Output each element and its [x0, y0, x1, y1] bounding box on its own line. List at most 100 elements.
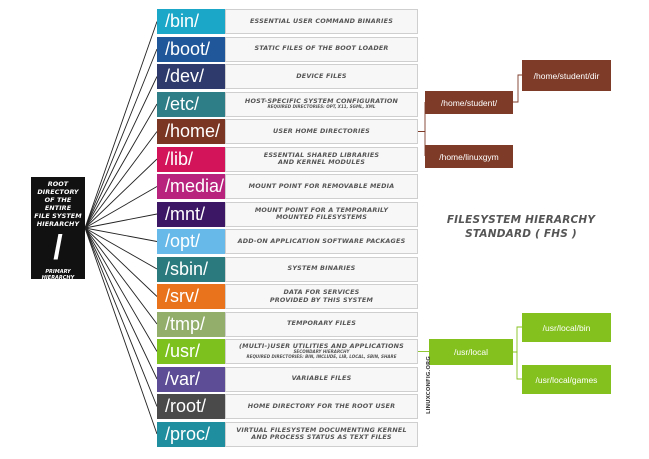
root-connector-line	[84, 21, 158, 229]
home-student-dir-box[interactable]: /home/student/dir	[522, 60, 611, 91]
description-text: DATA FOR SERVICES PROVIDED BY THIS SYSTE…	[269, 288, 374, 304]
description-text: HOST-SPECIFIC SYSTEM CONFIGURATION	[244, 96, 399, 105]
directory-row[interactable]: /lib/ESSENTIAL SHARED LIBRARIES AND KERN…	[157, 146, 418, 172]
directory-name[interactable]: /root/	[157, 394, 225, 419]
directory-row[interactable]: /mnt/MOUNT POINT FOR A TEMPORARILY MOUNT…	[157, 201, 418, 227]
description-subtext: SECONDARY HIERARCHY REQUIRED DIRECTORIES…	[246, 349, 397, 360]
watermark: LINUXCONFIG.ORG	[426, 356, 432, 414]
description-text: MOUNT POINT FOR REMOVABLE MEDIA	[248, 181, 395, 190]
directory-name[interactable]: /proc/	[157, 421, 225, 447]
directory-name[interactable]: /usr/	[157, 339, 225, 364]
directory-row[interactable]: /dev/DEVICE FILES	[157, 64, 418, 89]
description-text: HOME DIRECTORY FOR THE ROOT USER	[247, 401, 396, 410]
root-connector-line	[84, 76, 158, 229]
directory-description: ESSENTIAL SHARED LIBRARIES AND KERNEL MO…	[225, 146, 418, 172]
home-linuxgym-box[interactable]: /home/linuxgym	[425, 145, 513, 168]
description-subtext: REQUIRED DIRECTORIES: OPT, X11, SGML, XM…	[267, 104, 376, 110]
root-connector-line	[84, 227, 158, 380]
directory-name[interactable]: /lib/	[157, 146, 225, 172]
home-student-branch-line	[513, 74, 522, 103]
directory-description: VIRTUAL FILESYSTEM DOCUMENTING KERNEL AN…	[225, 421, 418, 447]
directory-row[interactable]: /boot/STATIC FILES OF THE BOOT LOADER	[157, 36, 418, 62]
usr-local-bin-box[interactable]: /usr/local/bin	[522, 313, 611, 342]
description-text: MOUNT POINT FOR A TEMPORARILY MOUNTED FI…	[254, 205, 389, 221]
directory-row[interactable]: /opt/ADD-ON APPLICATION SOFTWARE PACKAGE…	[157, 229, 418, 254]
home-branch-line	[418, 102, 426, 132]
directory-name[interactable]: /home/	[157, 119, 225, 144]
directory-row[interactable]: /bin/ESSENTIAL USER COMMAND BINARIES	[157, 9, 418, 34]
root-directory-box[interactable]: ROOT DIRECTORY OF THE ENTIRE FILE SYSTEM…	[31, 177, 85, 281]
home-branch-line	[418, 131, 426, 156]
description-text: SYSTEM BINARIES	[287, 264, 356, 273]
directory-row[interactable]: /proc/VIRTUAL FILESYSTEM DOCUMENTING KER…	[157, 421, 418, 447]
root-connector-line	[84, 227, 158, 325]
root-connector-line	[84, 227, 158, 297]
directory-description: MOUNT POINT FOR A TEMPORARILY MOUNTED FI…	[225, 201, 418, 227]
usr-local-box[interactable]: /usr/local	[429, 339, 513, 365]
description-text: (MULTI-)USER UTILITIES AND APPLICATIONS	[239, 341, 404, 350]
root-connector-line	[84, 227, 158, 352]
directory-description: ADD-ON APPLICATION SOFTWARE PACKAGES	[225, 229, 418, 254]
root-connector-line	[84, 158, 158, 229]
directory-description: MOUNT POINT FOR REMOVABLE MEDIA	[225, 174, 418, 199]
root-subtitle: PRIMARY HIERARCHY	[41, 269, 75, 281]
root-connector-line	[84, 103, 158, 229]
description-text: DEVICE FILES	[296, 71, 347, 80]
directory-name[interactable]: /mnt/	[157, 201, 225, 227]
root-connector-line	[84, 213, 158, 229]
root-connector-line	[84, 186, 158, 229]
description-text: USER HOME DIRECTORIES	[273, 126, 370, 135]
directory-name[interactable]: /srv/	[157, 284, 225, 309]
description-text: ESSENTIAL USER COMMAND BINARIES	[249, 16, 393, 25]
directory-description: USER HOME DIRECTORIES	[225, 119, 418, 144]
directory-row[interactable]: /sbin/SYSTEM BINARIES	[157, 256, 418, 282]
directory-name[interactable]: /opt/	[157, 229, 225, 254]
directory-row[interactable]: /media/MOUNT POINT FOR REMOVABLE MEDIA	[157, 174, 418, 199]
directory-row[interactable]: /usr/(MULTI-)USER UTILITIES AND APPLICAT…	[157, 339, 418, 364]
directory-name[interactable]: /media/	[157, 174, 225, 199]
directory-description: STATIC FILES OF THE BOOT LOADER	[225, 36, 418, 62]
directory-name[interactable]: /boot/	[157, 36, 225, 62]
directory-description: DEVICE FILES	[225, 64, 418, 89]
description-text: VARIABLE FILES	[291, 374, 352, 383]
usr-local-games-box[interactable]: /usr/local/games	[522, 365, 611, 394]
directory-row[interactable]: /root/HOME DIRECTORY FOR THE ROOT USER	[157, 394, 418, 419]
root-connector-line	[84, 131, 158, 229]
directory-description: TEMPORARY FILES	[225, 311, 418, 337]
directory-description: ESSENTIAL USER COMMAND BINARIES	[225, 9, 418, 34]
root-title: ROOT DIRECTORY OF THE ENTIRE FILE SYSTEM…	[34, 180, 82, 228]
directory-name[interactable]: /tmp/	[157, 311, 225, 337]
description-text: VIRTUAL FILESYSTEM DOCUMENTING KERNEL AN…	[236, 425, 407, 441]
root-connector-line	[84, 227, 158, 270]
fhs-title: FILESYSTEM HIERARCHY STANDARD ( FHS )	[446, 214, 596, 240]
directory-description: HOST-SPECIFIC SYSTEM CONFIGURATION REQUIR…	[225, 91, 418, 117]
directory-description: DATA FOR SERVICES PROVIDED BY THIS SYSTE…	[225, 284, 418, 309]
directory-row[interactable]: /srv/DATA FOR SERVICES PROVIDED BY THIS …	[157, 284, 418, 309]
directory-description: HOME DIRECTORY FOR THE ROOT USER	[225, 394, 418, 419]
directory-row[interactable]: /etc/HOST-SPECIFIC SYSTEM CONFIGURATION R…	[157, 91, 418, 117]
root-connector-line	[84, 227, 158, 435]
directory-row[interactable]: /var/VARIABLE FILES	[157, 366, 418, 392]
directory-name[interactable]: /var/	[157, 366, 225, 392]
description-text: STATIC FILES OF THE BOOT LOADER	[254, 44, 389, 53]
directory-description: VARIABLE FILES	[225, 366, 418, 392]
directory-name[interactable]: /etc/	[157, 91, 225, 117]
root-connector-line	[84, 48, 158, 229]
directory-name[interactable]: /bin/	[157, 9, 225, 34]
directory-name[interactable]: /dev/	[157, 64, 225, 89]
root-connector-line	[84, 227, 158, 242]
directory-row[interactable]: /tmp/TEMPORARY FILES	[157, 311, 418, 337]
directory-description: (MULTI-)USER UTILITIES AND APPLICATIONS S…	[225, 339, 418, 364]
directory-row[interactable]: /home/USER HOME DIRECTORIES	[157, 119, 418, 144]
description-text: ADD-ON APPLICATION SOFTWARE PACKAGES	[237, 236, 406, 245]
description-text: TEMPORARY FILES	[286, 319, 357, 328]
usr-local-branch-line	[513, 326, 522, 353]
description-text: ESSENTIAL SHARED LIBRARIES AND KERNEL MO…	[263, 150, 380, 166]
root-connector-line	[84, 227, 158, 407]
directory-description: SYSTEM BINARIES	[225, 256, 418, 282]
root-symbol: /	[53, 229, 63, 267]
home-student-box[interactable]: /home/student/	[425, 91, 513, 114]
directory-name[interactable]: /sbin/	[157, 256, 225, 282]
usr-local-branch-line	[513, 351, 522, 380]
